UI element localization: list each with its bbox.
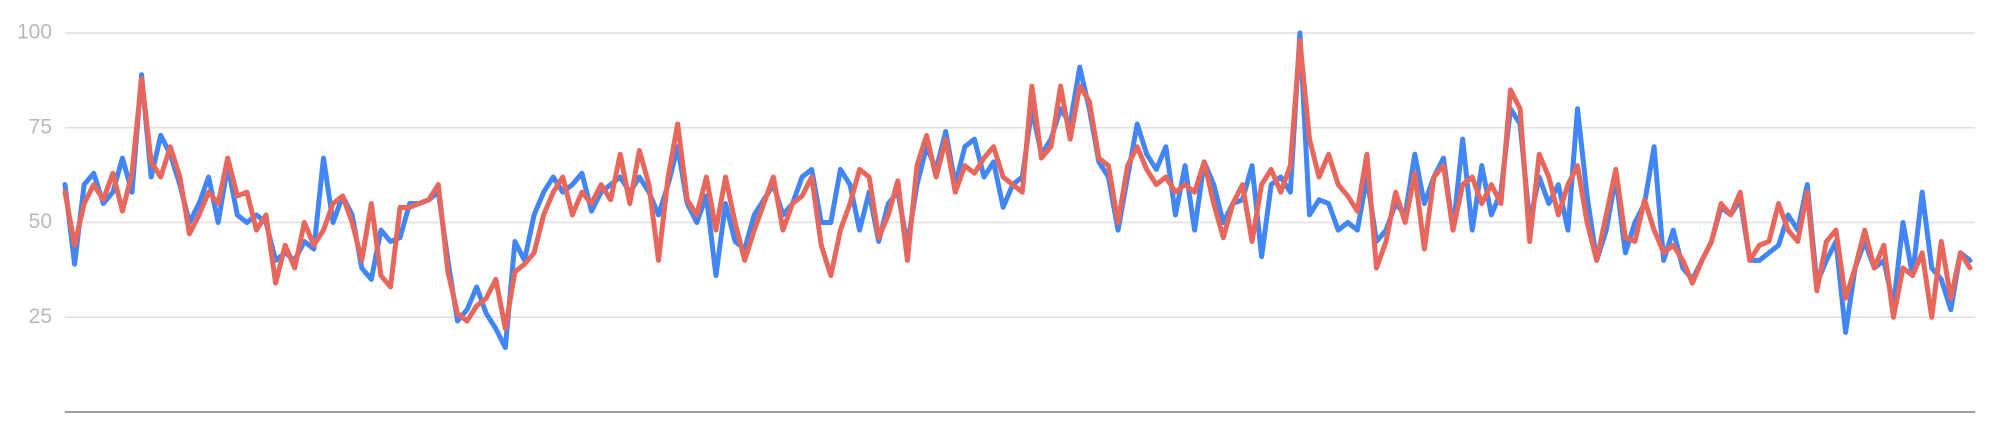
- series-line: [62, 30, 1973, 351]
- y-tick-label: 50: [29, 210, 52, 233]
- y-tick-label: 75: [29, 115, 52, 138]
- y-tick-label: 100: [17, 21, 52, 44]
- y-tick-label: 25: [29, 305, 52, 328]
- series-line: [62, 38, 1973, 332]
